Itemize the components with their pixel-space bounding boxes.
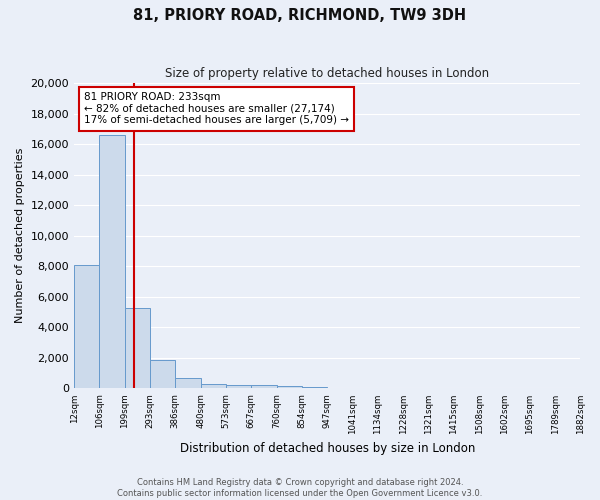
Bar bbox=[200, 384, 226, 388]
Text: 81, PRIORY ROAD, RICHMOND, TW9 3DH: 81, PRIORY ROAD, RICHMOND, TW9 3DH bbox=[133, 8, 467, 22]
Bar bbox=[302, 386, 327, 388]
Title: Size of property relative to detached houses in London: Size of property relative to detached ho… bbox=[165, 68, 490, 80]
X-axis label: Distribution of detached houses by size in London: Distribution of detached houses by size … bbox=[179, 442, 475, 455]
Bar bbox=[226, 385, 251, 388]
Bar bbox=[150, 360, 175, 388]
Text: Contains HM Land Registry data © Crown copyright and database right 2024.
Contai: Contains HM Land Registry data © Crown c… bbox=[118, 478, 482, 498]
Bar bbox=[277, 386, 302, 388]
Y-axis label: Number of detached properties: Number of detached properties bbox=[15, 148, 25, 324]
Bar bbox=[175, 378, 200, 388]
Bar bbox=[251, 386, 277, 388]
Bar bbox=[100, 135, 125, 388]
Text: 81 PRIORY ROAD: 233sqm
← 82% of detached houses are smaller (27,174)
17% of semi: 81 PRIORY ROAD: 233sqm ← 82% of detached… bbox=[84, 92, 349, 126]
Bar bbox=[125, 308, 150, 388]
Bar bbox=[74, 265, 100, 388]
